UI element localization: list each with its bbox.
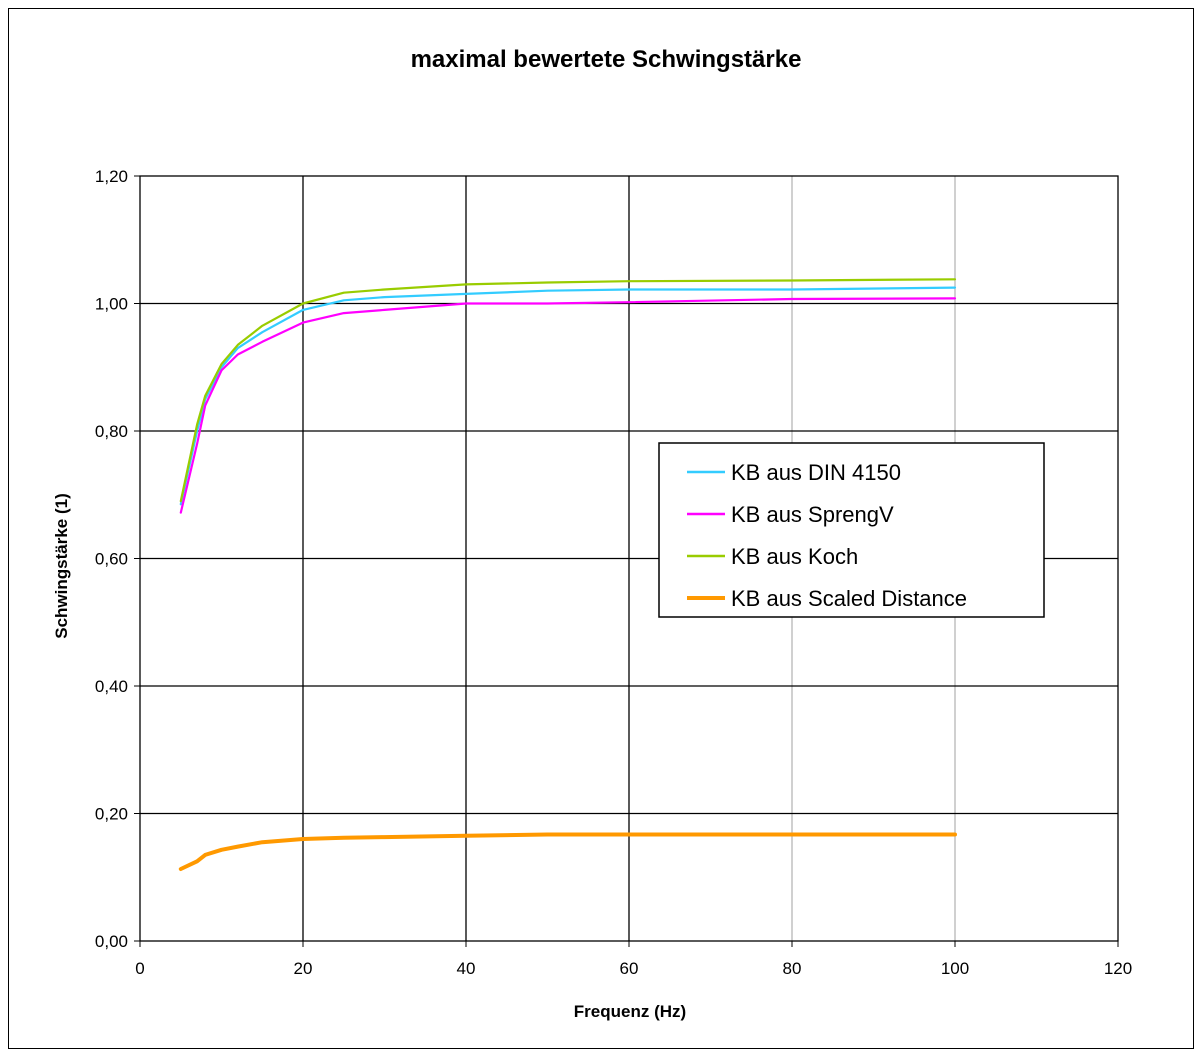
x-tick-label: 100: [941, 959, 969, 978]
legend-entry-label: KB aus Koch: [731, 544, 858, 569]
x-tick-label: 120: [1104, 959, 1132, 978]
plot-area: 0 20 40 60 80 100 120 0,00 0,20 0,40 0,60 0,80 1,00 1…: [95, 167, 1132, 978]
legend-entry-label: KB aus DIN 4150: [731, 460, 901, 485]
x-tick-label: 0: [135, 959, 144, 978]
x-tick-label: 60: [620, 959, 639, 978]
chart-frame: maximal bewertete Schwingstärke 0 20 40 60 8…: [8, 8, 1194, 1049]
plot-border: [139, 175, 1119, 942]
y-tick-label: 0,00: [95, 932, 128, 951]
legend-entry-label: KB aus SprengV: [731, 502, 894, 527]
y-tick-label: 1,20: [95, 167, 128, 186]
chart-svg: maximal bewertete Schwingstärke 0 20 40 60 8…: [52, 46, 1132, 1021]
series-line-2: [179, 297, 957, 514]
legend-entry-label: KB aus Scaled Distance: [731, 586, 967, 611]
chart-title: maximal bewertete Schwingstärke: [411, 46, 802, 73]
y-tick-label: 0,60: [95, 550, 128, 569]
series-line-1: [179, 286, 957, 506]
legend: KB aus DIN 4150 KB aus SprengV KB aus Koch…: [658, 442, 1045, 618]
y-axis-label: Schwingstärke (1): [52, 493, 71, 639]
y-tick-label: 0,40: [95, 677, 128, 696]
series-line-4: [178, 832, 957, 871]
x-axis-label: Frequenz (Hz): [574, 1002, 686, 1021]
x-tick-label: 20: [294, 959, 313, 978]
x-tick-label: 80: [783, 959, 802, 978]
y-tick-label: 1,00: [95, 295, 128, 314]
series-line-3: [179, 278, 957, 503]
y-tick-label: 0,20: [95, 805, 128, 824]
x-tick-label: 40: [457, 959, 476, 978]
y-tick-label: 0,80: [95, 422, 128, 441]
